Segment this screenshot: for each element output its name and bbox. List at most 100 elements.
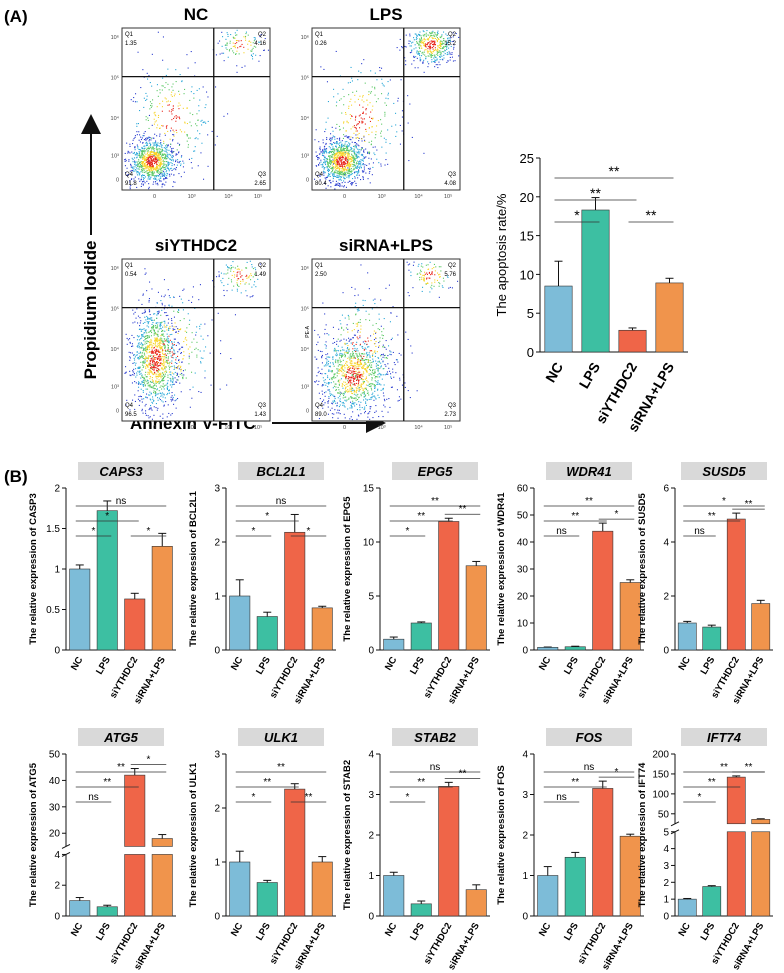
flow-event [160, 337, 162, 339]
flow-event [314, 356, 316, 358]
flow-event [330, 186, 332, 188]
flow-event [350, 172, 352, 174]
flow-event [131, 178, 133, 180]
flow-event [160, 162, 162, 164]
flow-event [324, 150, 326, 152]
flow-event [176, 381, 178, 383]
flow-event [229, 40, 231, 42]
flow-event [365, 156, 367, 158]
flow-event [333, 175, 335, 177]
flow-event [386, 398, 388, 400]
flow-event [144, 349, 146, 351]
flow-event [324, 131, 326, 133]
flow-event [434, 32, 436, 34]
flow-event [362, 353, 364, 355]
flow-event [187, 313, 189, 315]
flow-event [437, 38, 439, 40]
flow-event [344, 417, 346, 419]
flow-event [159, 142, 161, 144]
flow-event [380, 366, 382, 368]
flow-event [157, 160, 159, 162]
flow-event [180, 352, 182, 354]
flow-event [155, 392, 157, 394]
flow-event [344, 147, 346, 149]
flow-event [156, 151, 158, 153]
flow-event [436, 49, 438, 51]
flow-event [437, 46, 439, 48]
flow-event [155, 322, 157, 324]
flow-event [343, 413, 345, 415]
flow-event [316, 155, 318, 157]
flow-event [357, 360, 359, 362]
flow-event [132, 166, 134, 168]
flow-event [352, 160, 354, 162]
flow-event [252, 53, 254, 55]
flow-event [351, 387, 353, 389]
flow-event [175, 167, 177, 169]
flow-event [156, 146, 158, 148]
flow-event [338, 173, 340, 175]
flow-event [159, 365, 161, 367]
flow-event [222, 277, 224, 279]
flow-event [160, 161, 162, 163]
flow-event [338, 328, 340, 330]
flow-event [342, 365, 344, 367]
flow-q3-value: 1.43 [254, 412, 266, 418]
flow-event [431, 40, 433, 42]
flow-event [321, 385, 323, 387]
flow-event [161, 153, 163, 155]
flow-event [156, 84, 158, 86]
flow-event [190, 91, 192, 93]
flow-event [247, 276, 249, 278]
flow-event [331, 154, 333, 156]
flow-event [253, 40, 255, 42]
flow-event [143, 380, 145, 382]
flow-event [136, 156, 138, 158]
flow-event [355, 154, 357, 156]
flow-event [350, 161, 352, 163]
flow-event [385, 159, 387, 161]
flow-event [168, 342, 170, 344]
flow-event [220, 280, 222, 282]
flow-event [166, 388, 168, 390]
flow-event [154, 349, 156, 351]
flow-event [133, 152, 135, 154]
flow-event [170, 371, 172, 373]
flow-event [144, 155, 146, 157]
flow-event [141, 410, 143, 412]
flow-event [330, 150, 332, 152]
flow-event [405, 46, 407, 48]
flow-event [449, 52, 451, 54]
flow-event [163, 140, 165, 142]
flow-event [343, 104, 345, 106]
flow-event [420, 45, 422, 47]
flow-event [360, 154, 362, 156]
flow-event [156, 302, 158, 304]
flow-event [360, 163, 362, 165]
flow-event [188, 353, 190, 355]
flow-event [132, 152, 134, 154]
flow-event [246, 261, 248, 263]
flow-event [375, 360, 377, 362]
flow-event [342, 349, 344, 351]
flow-event [174, 352, 176, 354]
flow-event [144, 165, 146, 167]
flow-event [365, 130, 367, 132]
flow-event [157, 365, 159, 367]
flow-event [152, 160, 154, 162]
flow-event [142, 161, 144, 163]
flow-event [440, 43, 442, 45]
flow-event [187, 146, 189, 148]
flow-event [348, 164, 350, 166]
flow-event [349, 143, 351, 145]
flow-event [251, 296, 253, 298]
flow-event [145, 412, 147, 414]
flow-event [140, 330, 142, 332]
flow-event [164, 345, 166, 347]
flow-event [401, 130, 403, 132]
flow-event [212, 280, 214, 282]
flow-event [149, 386, 151, 388]
flow-ytick: 10⁶ [111, 34, 119, 41]
flow-event [138, 383, 140, 385]
flow-event [344, 356, 346, 358]
